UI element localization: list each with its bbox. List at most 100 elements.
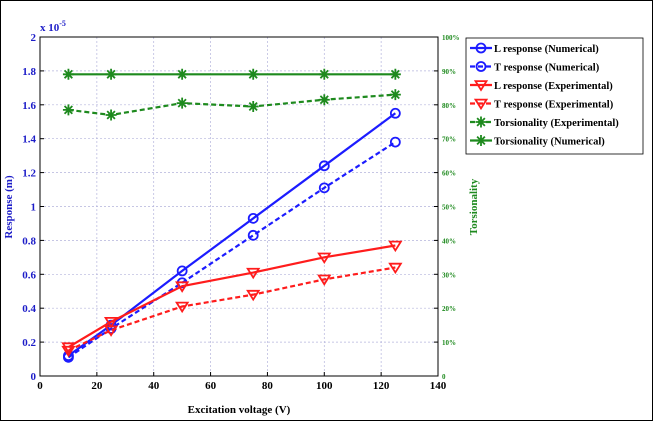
y-tick-label: 0.8 (22, 235, 36, 247)
legend-entry: Torsionality (Experimental) (470, 116, 619, 129)
y-tick-label: 1.4 (22, 134, 36, 146)
legend-entry: Torsionality (Numerical) (470, 135, 605, 148)
x-tick-label: 100 (316, 380, 333, 392)
plot-area-border (39, 36, 439, 377)
legend-label: Torsionality (Numerical) (494, 137, 605, 148)
y-tick-label: 1.6 (22, 100, 36, 112)
y-right-tick-label: 50% (442, 204, 456, 212)
data-point (62, 104, 74, 116)
x-axis-label: Excitation voltage (V) (188, 404, 291, 416)
y-right-tick-label: 20% (442, 305, 456, 313)
data-point (389, 68, 401, 80)
data-point (247, 68, 259, 80)
legend-box (465, 37, 644, 155)
x-tick-label: 60 (205, 380, 217, 392)
y-exponent: x 10-5 (40, 19, 66, 34)
x-tick-label: 120 (373, 380, 390, 392)
y-right-tick-label: 80% (442, 102, 456, 110)
data-point (62, 68, 74, 80)
data-point (61, 345, 76, 358)
legend-label: L response (Experimental) (494, 81, 613, 92)
y-tick-label: 1.8 (22, 66, 36, 78)
y-right-tick-label: 0 (442, 373, 446, 381)
data-point (318, 94, 330, 106)
legend-marker (475, 116, 487, 128)
data-point (103, 325, 119, 337)
x-tick-label: 140 (430, 380, 447, 392)
x-tick-label: 20 (91, 380, 103, 392)
y-right-tick-label: 90% (442, 68, 456, 76)
data-point (176, 97, 188, 109)
data-point (389, 89, 401, 101)
y-tick-label: 0 (31, 371, 37, 383)
data-point (61, 342, 76, 354)
series-line (67, 266, 396, 352)
data-point (175, 301, 190, 314)
legend-entry: T response (Experimental) (470, 98, 614, 111)
y-right-tick-label: 70% (442, 136, 456, 144)
y-tick-label: 0.2 (22, 337, 36, 349)
data-point (388, 240, 403, 253)
legend-entry: T response (Numerical) (470, 61, 600, 74)
legend: L response (Numerical) T response (Numeri… (465, 37, 644, 155)
series-3 (61, 262, 403, 358)
y-right-tick-label: 30% (442, 271, 456, 279)
data-point (105, 109, 117, 121)
data-point (389, 136, 401, 148)
data-point (247, 100, 259, 112)
data-point (246, 267, 261, 280)
series-line (67, 141, 396, 359)
ticks: 0 20 40 60 80 100 120 14000.20.40.60.811.21.41.… (22, 32, 459, 392)
data-point (103, 317, 119, 329)
series-line (67, 112, 397, 357)
y-right-tick-label: 10% (442, 339, 456, 347)
data-point (318, 68, 330, 80)
x-tick-label: 40 (148, 380, 160, 392)
data-point (176, 265, 188, 277)
data-point (105, 68, 117, 80)
legend-marker (473, 80, 489, 92)
data-point (388, 262, 403, 275)
legend-entry: L response (Numerical) (470, 42, 599, 55)
series-line (67, 244, 396, 349)
data-point (317, 252, 332, 264)
legend-marker (475, 42, 487, 54)
y-tick-label: 0.6 (22, 269, 36, 281)
data-point (247, 212, 259, 224)
data-point (317, 274, 332, 287)
legend-label: L response (Numerical) (494, 44, 599, 55)
y-right-tick-label: 40% (442, 237, 456, 245)
data-point (318, 182, 330, 194)
y-tick-label: 1 (31, 202, 37, 214)
y-tick-label: 2 (31, 32, 37, 44)
y-axis-label: Response (m) (3, 175, 15, 239)
data-point (389, 107, 401, 119)
legend-marker (475, 61, 487, 72)
data-point (176, 68, 188, 80)
series-line (68, 93, 396, 117)
x-tick-label: 0 (37, 380, 43, 392)
legend-label: T response (Numerical) (494, 63, 600, 74)
series-layer (61, 68, 403, 363)
series-4 (62, 89, 401, 121)
data-point (175, 281, 190, 293)
data-point (247, 229, 259, 241)
series-2 (61, 240, 403, 354)
y-tick-label: 0.4 (22, 303, 36, 315)
grid (40, 37, 438, 376)
legend-marker (475, 135, 487, 146)
y-tick-label: 1.2 (22, 168, 36, 180)
data-point (318, 160, 330, 172)
series-5 (62, 68, 401, 80)
legend-marker (473, 98, 489, 111)
y-right-axis-label: Torsionality (468, 178, 480, 235)
legend-label: T response (Experimental) (494, 100, 614, 111)
y-right-tick-label: 100% (442, 34, 460, 42)
y-exponent-base: x 10 (40, 22, 60, 34)
y-right-tick-label: 60% (442, 170, 456, 178)
legend-label: Torsionality (Experimental) (494, 118, 619, 129)
x-tick-label: 80 (262, 380, 274, 392)
y-exponent-power: -5 (59, 19, 66, 28)
data-point (246, 289, 261, 302)
